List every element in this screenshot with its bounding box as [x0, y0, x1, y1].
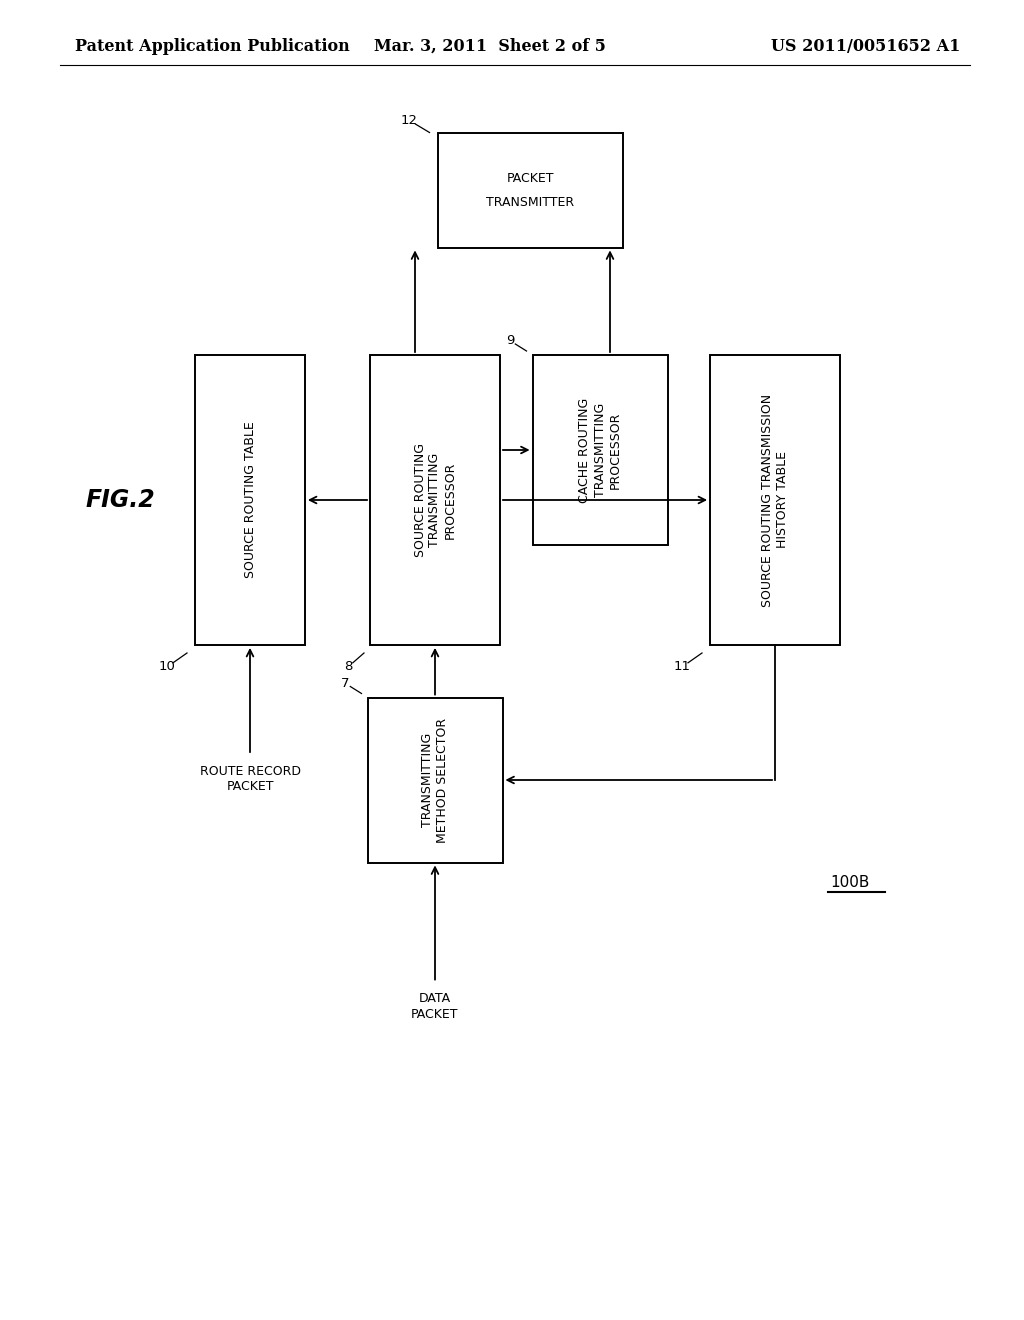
- Bar: [195, 355, 305, 645]
- Text: CACHE ROUTING
TRANSMITTING
PROCESSOR: CACHE ROUTING TRANSMITTING PROCESSOR: [579, 397, 622, 503]
- Text: PACKET: PACKET: [506, 172, 554, 185]
- Bar: [437, 132, 623, 248]
- Bar: [370, 355, 500, 645]
- Text: 7: 7: [341, 677, 350, 690]
- Bar: [532, 355, 668, 545]
- Bar: [368, 697, 503, 862]
- Text: 11: 11: [674, 660, 690, 673]
- Text: SOURCE ROUTING
TRANSMITTING
PROCESSOR: SOURCE ROUTING TRANSMITTING PROCESSOR: [414, 444, 457, 557]
- Text: 8: 8: [344, 660, 352, 673]
- Text: 100B: 100B: [830, 875, 869, 890]
- Text: 10: 10: [159, 660, 175, 673]
- Text: SOURCE ROUTING TABLE: SOURCE ROUTING TABLE: [244, 421, 256, 578]
- Text: Patent Application Publication: Patent Application Publication: [75, 38, 350, 55]
- Text: TRANSMITTING
METHOD SELECTOR: TRANSMITTING METHOD SELECTOR: [421, 718, 449, 842]
- Text: Mar. 3, 2011  Sheet 2 of 5: Mar. 3, 2011 Sheet 2 of 5: [374, 38, 606, 55]
- Text: SOURCE ROUTING TRANSMISSION
HISTORY TABLE: SOURCE ROUTING TRANSMISSION HISTORY TABL…: [761, 393, 790, 607]
- Text: 12: 12: [401, 114, 418, 127]
- Bar: [710, 355, 840, 645]
- Text: FIG.2: FIG.2: [85, 488, 155, 512]
- Text: US 2011/0051652 A1: US 2011/0051652 A1: [771, 38, 961, 55]
- Text: DATA
PACKET: DATA PACKET: [412, 993, 459, 1020]
- Text: TRANSMITTER: TRANSMITTER: [486, 195, 574, 209]
- Text: ROUTE RECORD
PACKET: ROUTE RECORD PACKET: [200, 766, 300, 793]
- Text: 9: 9: [506, 334, 515, 347]
